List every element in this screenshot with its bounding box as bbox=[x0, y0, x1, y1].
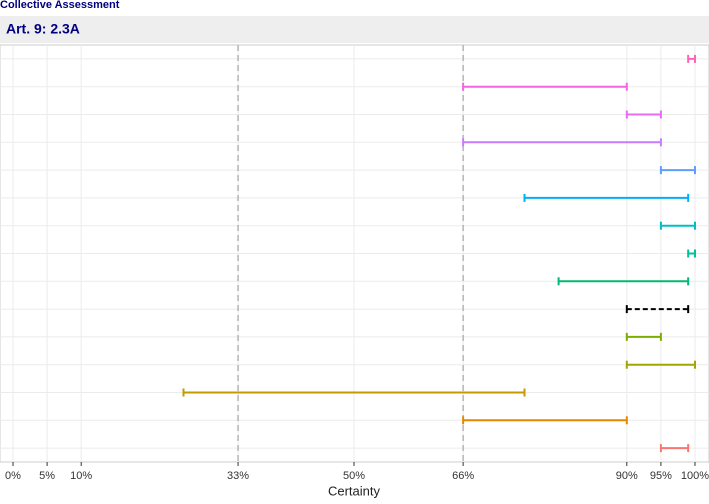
x-tick-label: 0% bbox=[5, 470, 21, 482]
x-tick-label: 95% bbox=[650, 470, 672, 482]
x-tick-label: 33% bbox=[227, 470, 249, 482]
x-axis-label: Certainty bbox=[328, 483, 381, 498]
x-tick-label: 5% bbox=[39, 470, 55, 482]
x-tick-label: 90% bbox=[616, 470, 638, 482]
x-tick-label: 66% bbox=[452, 470, 474, 482]
x-tick-label: 10% bbox=[70, 470, 92, 482]
x-tick-label: 100% bbox=[681, 470, 709, 482]
title-band bbox=[0, 16, 709, 43]
chart-title: Art. 9: 2.3A bbox=[6, 21, 80, 37]
x-tick-label: 50% bbox=[343, 470, 365, 482]
header: Collective Assessment bbox=[0, 0, 120, 11]
